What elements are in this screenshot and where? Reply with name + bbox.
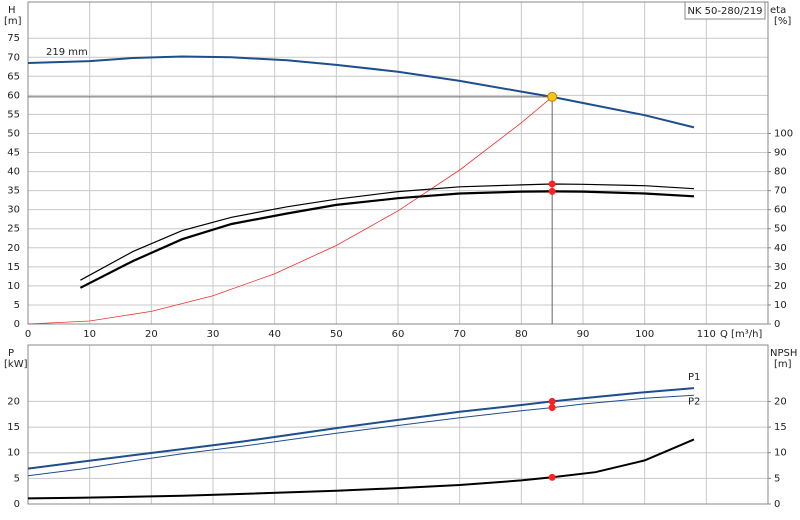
y-tick-label: 60 — [7, 90, 20, 101]
y-tick-label: 10 — [7, 281, 20, 292]
x-tick-label: 30 — [207, 329, 220, 340]
y2-axis-unit: [m] — [774, 359, 792, 370]
y-tick-label: 35 — [7, 186, 20, 197]
x-axis-label: Q [m³/h] — [720, 329, 762, 340]
curve — [27, 96, 553, 325]
x-tick-label: 60 — [392, 329, 405, 340]
y2-tick-label: 15 — [774, 422, 787, 433]
curve — [79, 190, 695, 289]
curve — [27, 55, 695, 129]
curve — [27, 387, 695, 470]
y-tick-label: 15 — [7, 262, 20, 273]
y-tick-label: 55 — [7, 109, 20, 120]
y-tick-label: 40 — [7, 167, 20, 178]
y-tick-label: 0 — [14, 319, 20, 330]
y2-axis-label: eta — [770, 5, 786, 16]
y2-tick-label: 20 — [774, 281, 787, 292]
y-tick-label: 25 — [7, 224, 20, 235]
title-box — [684, 1, 766, 20]
y-tick-label: 10 — [7, 448, 20, 459]
y2-tick-label: 30 — [774, 262, 787, 273]
plot-frame — [27, 344, 769, 505]
y-tick-label: 0 — [14, 499, 20, 510]
y-tick-label: 5 — [14, 300, 20, 311]
chart-title: NK 50-280/219 — [687, 6, 762, 17]
point — [547, 91, 558, 102]
y2-tick-label: 60 — [774, 205, 787, 216]
x-tick-label: 20 — [145, 329, 158, 340]
y2-tick-label: 0 — [774, 499, 780, 510]
y-tick-label: 30 — [7, 205, 20, 216]
y2-tick-label: 100 — [774, 128, 793, 139]
y2-tick-label: 50 — [774, 224, 787, 235]
x-tick-label: 10 — [83, 329, 96, 340]
y2-tick-label: 20 — [774, 396, 787, 407]
x-tick-label: 40 — [268, 329, 281, 340]
point — [548, 404, 556, 412]
y2-tick-label: 70 — [774, 186, 787, 197]
y2-tick-label: 10 — [774, 448, 787, 459]
point — [548, 397, 556, 405]
curve-label: P1 — [688, 372, 700, 383]
y2-tick-label: 40 — [774, 243, 787, 254]
curve-label: 219 mm — [46, 47, 88, 58]
plot-frame — [27, 1, 769, 325]
y-tick-label: 20 — [7, 243, 20, 254]
y-tick-label: 50 — [7, 128, 20, 139]
x-tick-label: 90 — [577, 329, 590, 340]
y2-tick-label: 0 — [774, 319, 780, 330]
curve — [27, 394, 695, 477]
curve — [27, 438, 695, 500]
y-axis-label: P — [8, 348, 14, 359]
y2-axis-unit: [%] — [774, 16, 791, 27]
y-tick-label: 15 — [7, 422, 20, 433]
x-tick-label: 110 — [697, 329, 716, 340]
curve-label: P2 — [688, 396, 700, 407]
y-tick-label: 20 — [7, 396, 20, 407]
point — [548, 473, 556, 481]
y-axis-unit: [kW] — [4, 359, 28, 370]
point — [548, 180, 556, 188]
y2-tick-label: 90 — [774, 148, 787, 159]
y2-axis-label: NPSH — [770, 348, 797, 359]
y-axis-unit: [m] — [4, 16, 22, 27]
point — [548, 187, 556, 195]
y-axis-label: H — [8, 5, 16, 16]
x-tick-label: 50 — [330, 329, 343, 340]
x-tick-label: 80 — [515, 329, 528, 340]
y-tick-label: 70 — [7, 52, 20, 63]
y-tick-label: 45 — [7, 148, 20, 159]
y2-tick-label: 80 — [774, 167, 787, 178]
x-tick-label: 70 — [453, 329, 466, 340]
y-tick-label: 65 — [7, 71, 20, 82]
y-tick-label: 75 — [7, 33, 20, 44]
x-tick-label: 0 — [25, 329, 31, 340]
x-tick-label: 100 — [635, 329, 654, 340]
y-tick-label: 5 — [14, 473, 20, 484]
curve — [80, 183, 695, 281]
y2-tick-label: 5 — [774, 473, 780, 484]
y2-tick-label: 10 — [774, 300, 787, 311]
